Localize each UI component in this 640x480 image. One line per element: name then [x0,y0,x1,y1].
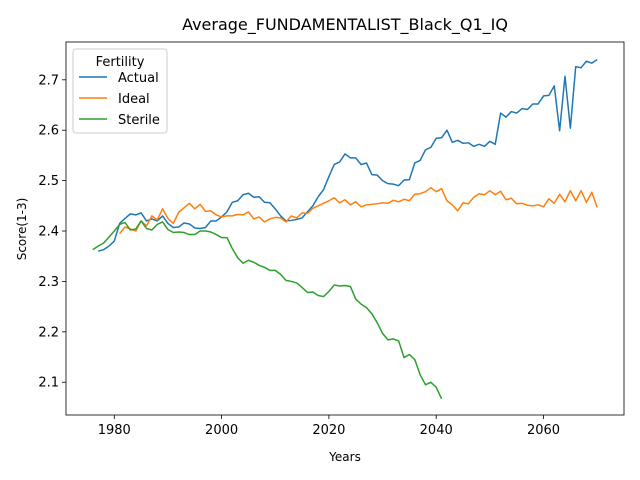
x-axis-title: Years [328,450,361,464]
y-tick-label: 2.2 [38,325,59,340]
series-line-actual [97,59,598,252]
series-line-ideal [119,186,598,235]
y-tick-label: 2.7 [38,73,59,88]
legend-title: Fertility [96,55,145,70]
chart-title: Average_FUNDAMENTALIST_Black_Q1_IQ [182,15,508,35]
y-tick-label: 2.1 [38,376,59,391]
y-axis-title: Score(1-3) [15,198,29,261]
legend-label-sterile: Sterile [118,113,160,128]
x-tick-label: 2060 [527,423,560,438]
legend-label-actual: Actual [118,71,159,86]
x-tick-label: 1980 [98,423,131,438]
plot-area: 1980 2000 2020 2040 2060 2.1 2.2 2.3 2.4 2.5 2.6 2.… [38,41,625,438]
x-tick-label: 2020 [312,423,345,438]
x-tick-label: 2040 [420,423,453,438]
x-tick-label: 2000 [205,423,238,438]
y-tick-label: 2.6 [38,124,59,139]
y-tick-label: 2.3 [38,275,59,290]
y-tick-label: 2.5 [38,174,59,189]
series-line-sterile [92,220,443,400]
y-tick-label: 2.4 [38,225,59,240]
legend-box [72,48,168,134]
legend-label-ideal: Ideal [118,92,150,107]
axes-frame [65,41,625,416]
